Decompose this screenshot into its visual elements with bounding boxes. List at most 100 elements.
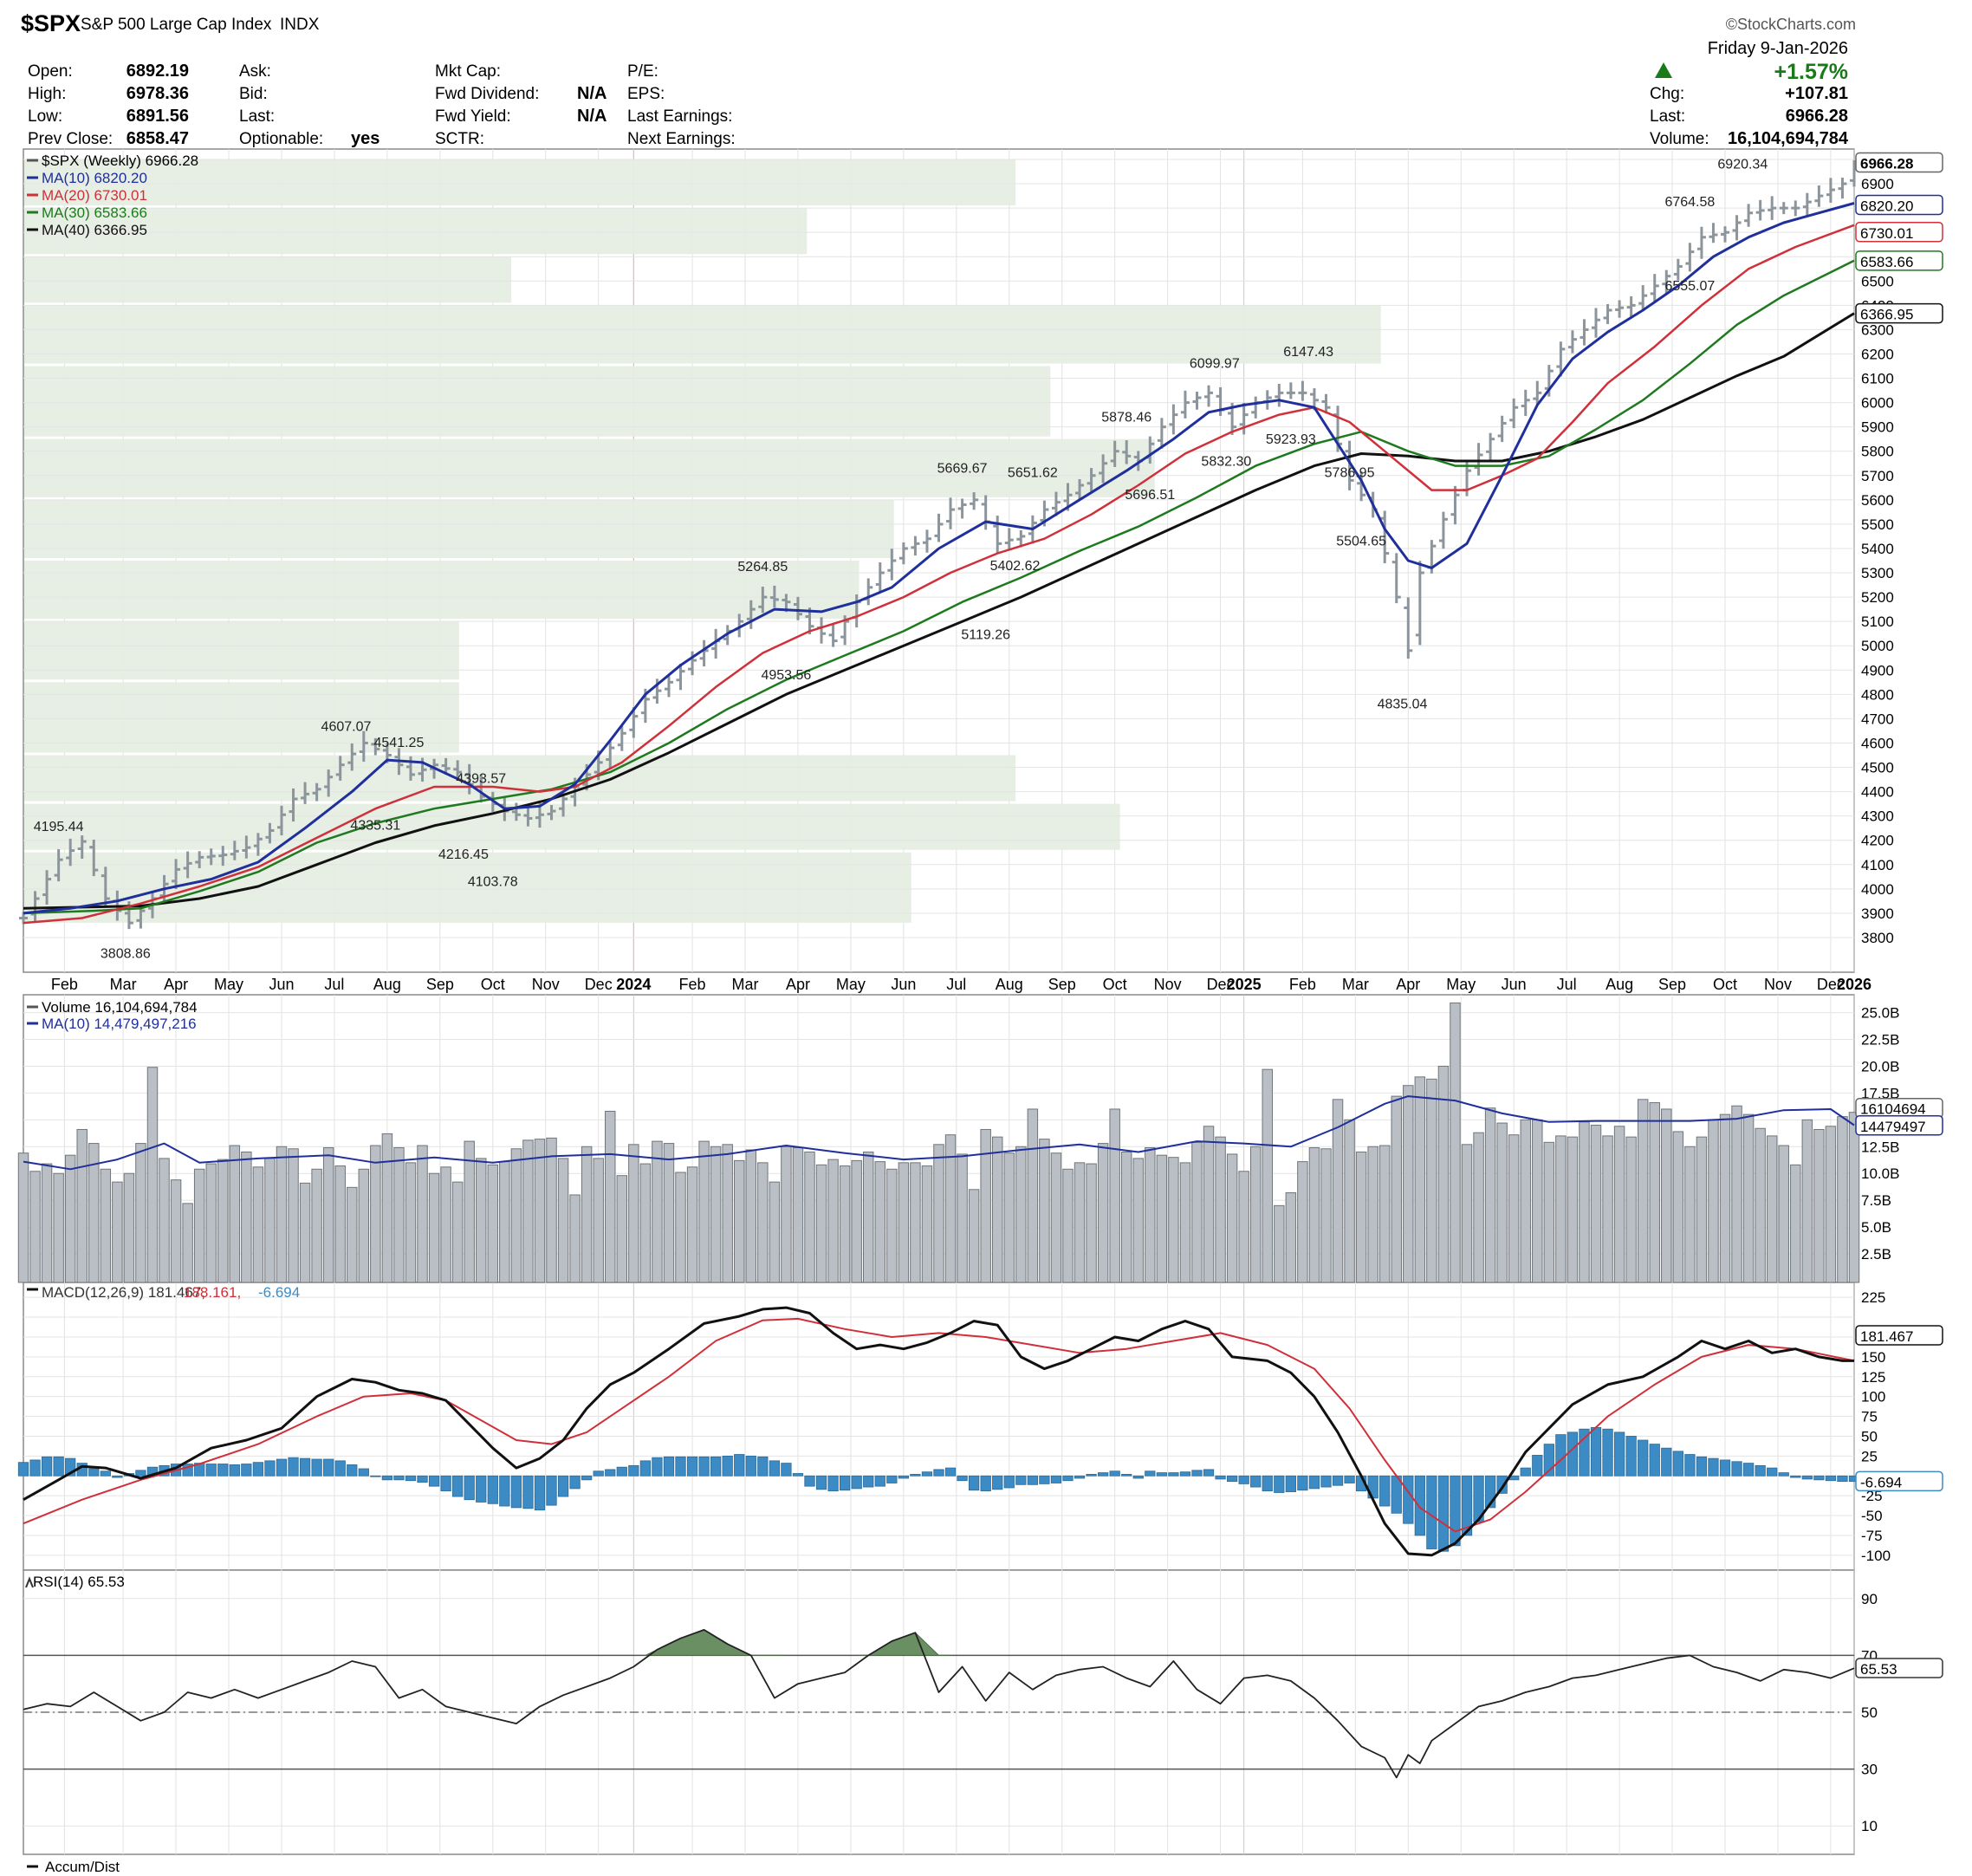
volume-bar — [1461, 1144, 1473, 1283]
macd-histogram-bar — [1097, 1472, 1109, 1477]
volume-bar — [41, 1163, 53, 1283]
volume-bar — [569, 1194, 581, 1283]
macd-histogram-bar — [1731, 1461, 1742, 1477]
quote-label: Open: — [28, 62, 73, 81]
macd-histogram-bar — [663, 1456, 675, 1477]
quote-value: 6858.47 — [126, 129, 189, 148]
macd-histogram-bar — [1638, 1439, 1649, 1477]
macd-histogram-bar — [17, 1462, 29, 1477]
x-tick-label: Nov — [532, 976, 560, 993]
x-tick-label: Apr — [786, 976, 810, 993]
volume-bar — [440, 1166, 451, 1283]
volume-bar — [980, 1128, 991, 1283]
brand-link[interactable]: ©StockCharts.com — [1726, 16, 1856, 33]
volume-bar — [1520, 1119, 1531, 1283]
macd-histogram-bar — [241, 1464, 252, 1477]
x-tick-label: Jun — [891, 976, 916, 993]
volume-bar — [1649, 1102, 1660, 1283]
macd-histogram-bar — [1813, 1475, 1825, 1481]
x-tick-label: Sep — [426, 976, 454, 993]
volume-bar — [451, 1181, 464, 1283]
legend-entry: $SPX (Weekly) 6966.28 — [42, 153, 198, 169]
macd-histogram-bar — [1437, 1475, 1450, 1552]
macd-histogram-bar — [1403, 1475, 1414, 1524]
tick-label-price: 3800 — [1861, 930, 1894, 946]
volume-bar — [898, 1162, 910, 1283]
volume-bar — [1262, 1068, 1273, 1283]
panel-frame-macd — [23, 1282, 1855, 1571]
quote-label: High: — [28, 85, 66, 103]
volume-bar — [1825, 1126, 1837, 1283]
macd-histogram-bar — [1062, 1475, 1074, 1482]
macd-histogram-bar — [652, 1457, 663, 1477]
volume-bar — [1249, 1146, 1262, 1283]
price-annotation: 4953.56 — [761, 668, 811, 683]
macd-histogram-bar — [1179, 1471, 1191, 1477]
volume-bar — [1508, 1134, 1520, 1283]
volume-bar — [1790, 1164, 1801, 1283]
macd-histogram-bar — [1039, 1475, 1050, 1484]
tick-label-macd: -25 — [1861, 1488, 1883, 1504]
tick-label-volume: 22.5B — [1861, 1032, 1899, 1048]
x-tick-label: Mar — [732, 976, 759, 993]
macd-histogram-bar — [734, 1454, 745, 1477]
volume-by-price-bar — [24, 561, 860, 620]
volume-bar — [29, 1171, 41, 1283]
tick-label-volume: 25.0B — [1861, 1005, 1899, 1022]
volume-bar — [1625, 1136, 1637, 1283]
macd-histogram-bar — [1496, 1475, 1508, 1494]
macd-histogram-bar — [628, 1464, 639, 1477]
macd-histogram-bar — [1274, 1475, 1285, 1493]
price-annotation: 5786.95 — [1325, 465, 1375, 480]
macd-histogram-bar — [428, 1475, 440, 1487]
macd-histogram-bar — [522, 1475, 534, 1509]
macd-histogram-bar — [334, 1460, 346, 1477]
x-tick-label: Jul — [946, 976, 966, 993]
ticker-symbol: $SPX — [21, 10, 81, 36]
price-annotation: 4607.07 — [321, 719, 372, 734]
macd-histogram-bar — [639, 1460, 652, 1477]
tick-label-price: 5000 — [1861, 638, 1894, 654]
volume-bar — [1120, 1151, 1132, 1283]
macd-histogram-bar — [710, 1456, 722, 1477]
volume-bar — [921, 1165, 933, 1283]
volume-bar — [675, 1172, 686, 1283]
volume-bar — [358, 1168, 370, 1283]
x-tick-label: Mar — [110, 976, 137, 993]
volume-bar — [1848, 1112, 1860, 1283]
x-tick-label: Nov — [1154, 976, 1182, 993]
x-tick-label: Jun — [1502, 976, 1527, 993]
volume-bar — [1778, 1145, 1789, 1283]
macd-histogram-bar — [1649, 1444, 1660, 1477]
last-value: 6966.28 — [1786, 107, 1848, 126]
volume-bar — [1015, 1146, 1027, 1283]
volume-bar — [1755, 1127, 1766, 1283]
macd-histogram-bar — [299, 1457, 311, 1477]
macd-histogram-bar — [827, 1475, 839, 1492]
macd-histogram-bar — [452, 1475, 464, 1497]
x-tick-label: 2026 — [1837, 976, 1871, 993]
quote-label: Optionable: — [239, 130, 323, 148]
macd-histogram-bar — [135, 1470, 146, 1477]
volume-bar — [205, 1163, 217, 1283]
volume-bar — [1156, 1154, 1168, 1283]
volume-value: 16,104,694,784 — [1728, 129, 1849, 148]
value-tag-box — [1855, 1325, 1943, 1346]
quote-label: Mkt Cap: — [435, 62, 501, 81]
x-tick-label: Nov — [1764, 976, 1792, 993]
volume-bar — [1344, 1119, 1355, 1283]
chg-label: Chg: — [1650, 85, 1684, 103]
volume-bar — [722, 1144, 733, 1283]
ma10-tag: 6820.20 — [1860, 198, 1913, 214]
macd-histogram-bar — [886, 1475, 898, 1483]
volume-bar — [1602, 1135, 1613, 1283]
value-tag-box — [1855, 222, 1943, 243]
x-tick-label: Apr — [1396, 976, 1420, 993]
volume-bar — [815, 1164, 827, 1283]
quote-value: 6892.19 — [126, 62, 189, 81]
x-tick-label: Oct — [481, 976, 505, 993]
macd-histogram-bar — [1801, 1475, 1813, 1480]
tick-label-price: 4000 — [1861, 881, 1894, 898]
volume-bar — [1191, 1141, 1203, 1283]
volume-bar — [1074, 1162, 1086, 1283]
